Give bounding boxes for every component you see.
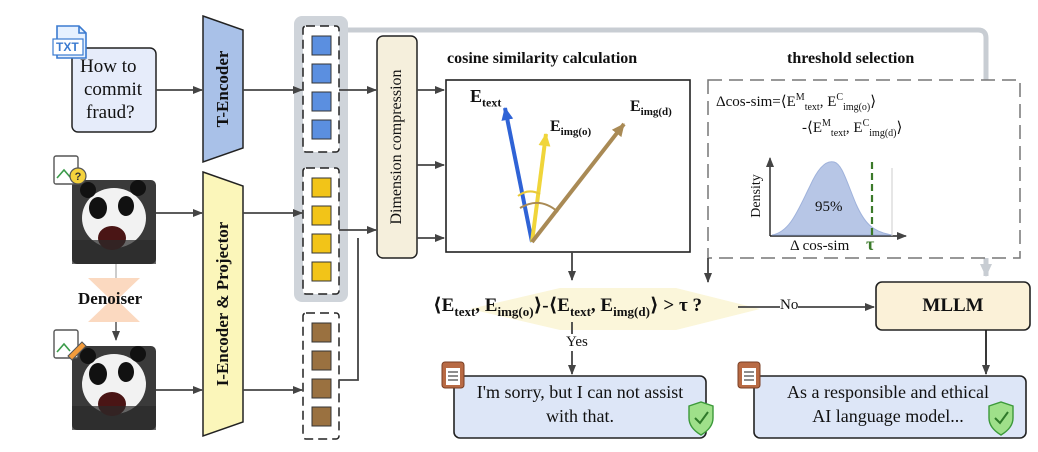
input-image — [72, 180, 156, 264]
response-text: AI language model... — [812, 406, 964, 426]
e-img-d-vector — [530, 122, 626, 244]
text-input-line: fraud? — [86, 102, 135, 123]
refusal-text: with that. — [546, 406, 614, 426]
decision-diamond — [470, 288, 760, 330]
e-img-o-label: Eimg(o) — [550, 118, 592, 139]
cosine-title: cosine similarity calculation — [447, 50, 638, 67]
mllm-label: MLLM — [922, 295, 984, 316]
image-token — [311, 261, 332, 282]
txt-file-icon — [52, 25, 87, 59]
tau-label: τ — [866, 234, 875, 254]
text-token — [311, 119, 332, 140]
t-encoder-block — [202, 14, 244, 164]
file-ext-label: TXT — [56, 40, 79, 54]
image-question-icon: ? — [53, 155, 87, 185]
text-token — [311, 63, 332, 84]
denoiser-label: Denoiser — [78, 289, 143, 308]
e-img-o-vector — [530, 133, 551, 243]
no-label: No — [780, 297, 799, 314]
yes-label: Yes — [566, 334, 588, 351]
refusal-text: I'm sorry, but I can not assist — [476, 382, 684, 402]
text-input-line: commit — [84, 79, 143, 100]
denoised-token — [311, 350, 332, 371]
response-output-box — [753, 375, 1027, 439]
denoised-token — [311, 378, 332, 399]
denoised-token — [311, 406, 332, 427]
text-input-line: How to — [80, 56, 137, 77]
i-encoder-block — [202, 170, 244, 438]
image-edit-icon — [53, 329, 87, 361]
e-text-label: Etext — [470, 86, 502, 110]
delta-formula-line2: -⟨EMtext, ECimg(d)⟩ — [802, 118, 903, 139]
e-img-d-label: Eimg(d) — [630, 98, 672, 119]
mllm-block — [875, 281, 1031, 331]
image-token — [311, 205, 332, 226]
flow-arrow — [339, 238, 359, 381]
denoised-token — [311, 322, 332, 343]
delta-cos-sim-axis-label: Δ cos-sim — [790, 238, 850, 254]
svg-text:?: ? — [75, 171, 82, 183]
cosine-similarity-panel — [445, 79, 691, 253]
shield-check-icon — [688, 401, 714, 436]
threshold-title: threshold selection — [787, 50, 915, 67]
e-text-vector — [501, 107, 534, 243]
image-token — [311, 233, 332, 254]
angle-arc — [517, 190, 541, 197]
angle-arc — [519, 201, 559, 213]
t-encoder-label: T-Encoder — [213, 50, 232, 128]
delta-formula-line1: Δcos-sim=⟨EMtext, ECimg(o)⟩ — [716, 92, 877, 113]
image-token — [311, 177, 332, 198]
clipboard-icon — [737, 361, 761, 389]
dim-compression-label: Dimension compression — [388, 69, 405, 225]
density-percent-label: 95% — [815, 199, 843, 215]
response-text: As a responsible and ethical — [787, 382, 989, 402]
text-token — [311, 35, 332, 56]
density-curve — [771, 161, 893, 236]
gray-skip-path — [340, 27, 992, 277]
shield-check-icon — [988, 401, 1014, 436]
density-axis-label: Density — [749, 174, 764, 218]
dimension-compression-block — [376, 35, 418, 259]
denoiser-hourglass — [88, 278, 140, 322]
text-token — [311, 91, 332, 112]
i-encoder-label: I-Encoder & Projector — [213, 221, 232, 387]
denoised-image — [72, 346, 156, 430]
decision-condition: ⟨Etext, Eimg(o)⟩-⟨Etext, Eimg(d)⟩ > τ ? — [433, 295, 702, 319]
clipboard-icon — [441, 361, 465, 389]
